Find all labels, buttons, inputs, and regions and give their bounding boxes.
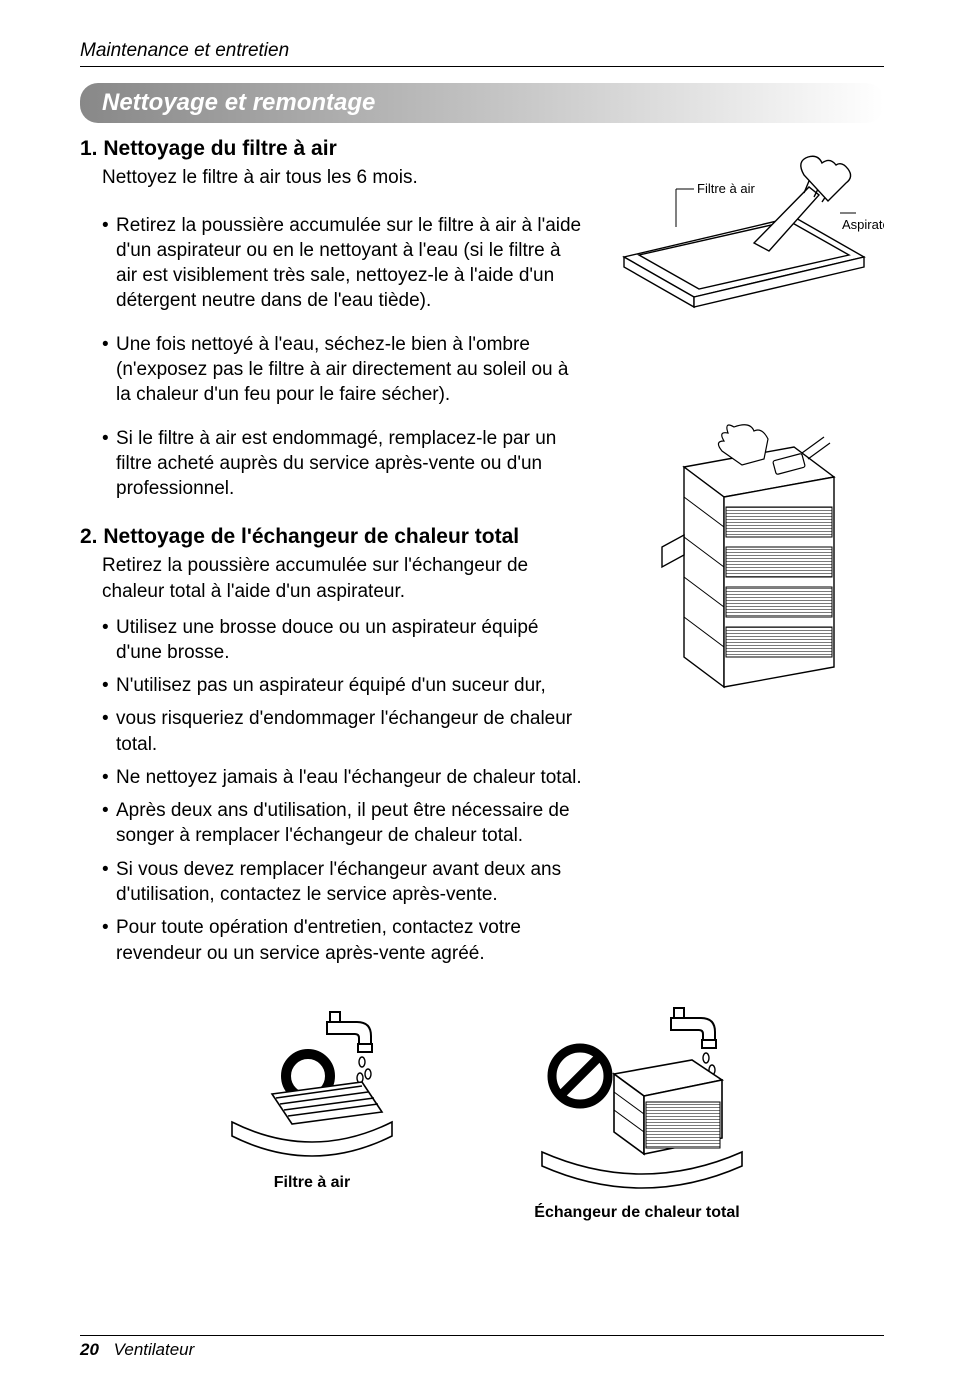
figure-column: Filtre à air Aspirateur — [604, 137, 884, 974]
list-item: Une fois nettoyé à l'eau, séchez-le bien… — [102, 332, 584, 408]
block2-lead: Retirez la poussière accumulée sur l'éch… — [102, 553, 584, 604]
text-column: 1. Nettoyage du filtre à air Nettoyez le… — [80, 137, 584, 974]
list-item: N'utilisez pas un aspirateur équipé d'un… — [102, 673, 584, 698]
section-title-bar: Nettoyage et remontage — [80, 83, 884, 123]
block2-heading: 2. Nettoyage de l'échangeur de chaleur t… — [80, 525, 584, 549]
bottom-figure-row: Filtre à air — [80, 1004, 884, 1222]
list-item: Si vous devez remplacer l'échangeur avan… — [102, 857, 584, 908]
exchanger-wash-icon — [522, 1004, 752, 1194]
exchanger-caption: Échangeur de chaleur total — [534, 1204, 739, 1222]
page: Maintenance et entretien Nettoyage et re… — [0, 0, 954, 1400]
list-item: Retirez la poussière accumulée sur le fi… — [102, 213, 584, 314]
footer-title: Ventilateur — [114, 1340, 195, 1359]
page-footer: 20 Ventilateur — [80, 1335, 884, 1360]
exchanger-wash-figure: Échangeur de chaleur total — [522, 1004, 752, 1222]
header-region: Maintenance et entretien — [80, 40, 884, 67]
page-number: 20 — [80, 1340, 99, 1359]
filter-caption: Filtre à air — [274, 1174, 350, 1192]
block2-bullets: Utilisez une brosse douce ou un aspirate… — [102, 615, 584, 966]
section-title-text: Nettoyage et remontage — [102, 89, 375, 116]
list-item: Après deux ans d'utilisation, il peut êt… — [102, 798, 584, 849]
list-item: Ne nettoyez jamais à l'eau l'échangeur d… — [102, 765, 584, 790]
list-item: Pour toute opération d'entretien, contac… — [102, 915, 584, 966]
block1-lead: Nettoyez le filtre à air tous les 6 mois… — [102, 165, 584, 191]
list-item: vous risqueriez d'endommager l'échangeur… — [102, 706, 584, 757]
heat-exchanger-figure — [634, 407, 854, 697]
header-region-text: Maintenance et entretien — [80, 40, 289, 61]
vacuum-label: Aspirateur — [842, 217, 884, 232]
filter-wash-figure: Filtre à air — [212, 1004, 412, 1222]
content-row: 1. Nettoyage du filtre à air Nettoyez le… — [80, 137, 884, 974]
list-item: Utilisez une brosse douce ou un aspirate… — [102, 615, 584, 666]
filter-wash-icon — [212, 1004, 412, 1164]
list-item: Si le filtre à air est endommagé, rempla… — [102, 426, 584, 502]
filter-vacuum-figure: Filtre à air Aspirateur — [604, 147, 884, 327]
block2: 2. Nettoyage de l'échangeur de chaleur t… — [80, 525, 584, 965]
block1-bullets: Retirez la poussière accumulée sur le fi… — [102, 213, 584, 502]
block1-heading: 1. Nettoyage du filtre à air — [80, 137, 584, 161]
filter-label: Filtre à air — [697, 181, 755, 196]
